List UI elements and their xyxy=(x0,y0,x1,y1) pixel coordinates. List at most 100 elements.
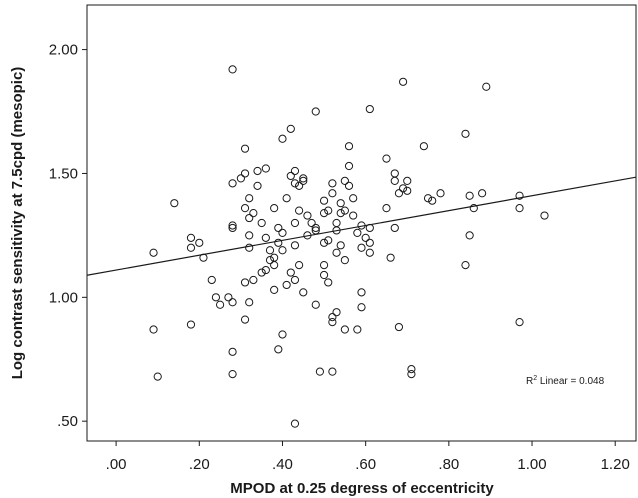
data-point xyxy=(290,179,300,188)
y-tick-label: 1.00 xyxy=(49,289,78,306)
data-point xyxy=(319,270,329,280)
data-point xyxy=(153,372,162,381)
data-point xyxy=(303,211,312,220)
data-point xyxy=(228,221,237,230)
data-point xyxy=(265,256,275,265)
data-point xyxy=(319,208,329,218)
data-point xyxy=(394,189,404,198)
data-point xyxy=(319,261,329,270)
data-point xyxy=(245,231,254,240)
data-point xyxy=(311,300,320,309)
data-point xyxy=(465,231,474,240)
data-point xyxy=(482,82,491,91)
data-point xyxy=(257,218,266,228)
data-point xyxy=(398,77,408,86)
r-squared-annotation: R2 Linear = 0.048 xyxy=(526,375,605,387)
data-point xyxy=(228,298,237,307)
data-point xyxy=(245,194,254,203)
data-point xyxy=(324,236,333,245)
data-point xyxy=(340,256,349,265)
data-point xyxy=(282,280,291,290)
data-point xyxy=(478,189,487,198)
data-point xyxy=(299,288,308,297)
data-point xyxy=(261,265,270,275)
x-tick-label: .60 xyxy=(355,456,376,473)
data-points-layer xyxy=(149,65,549,428)
data-point xyxy=(390,223,399,233)
data-point xyxy=(319,196,329,205)
data-point xyxy=(270,261,279,270)
y-axis: .50 1.00 1.50 2.00 xyxy=(49,42,87,430)
y-tick-label: .50 xyxy=(57,413,78,430)
data-point xyxy=(249,208,258,218)
data-point xyxy=(540,211,549,220)
data-point xyxy=(390,176,399,185)
data-point xyxy=(211,293,221,302)
data-point xyxy=(261,164,270,173)
x-tick-label: .80 xyxy=(438,456,459,473)
data-point xyxy=(295,206,304,215)
data-point xyxy=(344,142,354,151)
data-point xyxy=(311,226,320,235)
data-point xyxy=(436,189,445,198)
data-point xyxy=(228,65,237,74)
data-point xyxy=(353,228,362,238)
data-point xyxy=(336,241,345,250)
data-point xyxy=(245,213,254,223)
data-point xyxy=(303,231,312,240)
data-point xyxy=(228,347,237,356)
data-point xyxy=(295,181,304,190)
data-point xyxy=(278,330,287,339)
data-point xyxy=(270,204,279,213)
data-point xyxy=(340,176,349,185)
data-point xyxy=(398,184,408,193)
data-point xyxy=(290,218,300,228)
x-tick-label: 1.20 xyxy=(601,456,630,473)
data-point xyxy=(336,199,345,208)
data-point xyxy=(328,367,337,376)
data-point xyxy=(324,206,333,215)
data-point xyxy=(307,218,316,228)
data-point xyxy=(357,303,366,312)
data-point xyxy=(278,228,287,238)
data-point xyxy=(236,174,245,183)
data-point xyxy=(278,246,287,255)
data-point xyxy=(349,211,358,220)
x-tick-label: 1.00 xyxy=(517,456,546,473)
data-point xyxy=(249,275,258,285)
data-point xyxy=(361,233,370,242)
data-point xyxy=(278,134,287,143)
y-tick-label: 1.50 xyxy=(49,165,78,182)
data-point xyxy=(299,176,308,185)
data-point xyxy=(394,322,404,332)
data-point xyxy=(419,142,428,151)
data-point xyxy=(274,238,283,247)
data-point xyxy=(282,194,291,203)
data-point xyxy=(199,253,208,262)
linear-fit-line xyxy=(86,176,637,276)
x-axis: .00 .20 .40 .60 .80 1.00 1.20 xyxy=(106,441,630,473)
data-point xyxy=(349,194,358,203)
data-point xyxy=(207,275,216,285)
data-point xyxy=(332,248,341,257)
data-point xyxy=(365,248,374,257)
data-point xyxy=(245,243,254,252)
data-point xyxy=(295,261,304,270)
data-point xyxy=(332,226,341,235)
y-tick-label: 2.00 xyxy=(49,42,78,59)
data-point xyxy=(186,243,196,252)
data-point xyxy=(149,325,158,334)
data-point xyxy=(253,181,262,190)
data-point xyxy=(315,367,325,376)
data-point xyxy=(240,169,250,178)
data-point xyxy=(328,179,337,188)
data-point xyxy=(515,191,524,200)
data-point xyxy=(228,179,237,188)
data-point xyxy=(170,199,179,208)
data-point xyxy=(215,300,225,309)
data-point xyxy=(265,246,275,255)
data-point xyxy=(270,285,279,294)
data-point xyxy=(245,298,254,307)
data-point xyxy=(311,107,320,116)
data-point xyxy=(469,204,478,213)
